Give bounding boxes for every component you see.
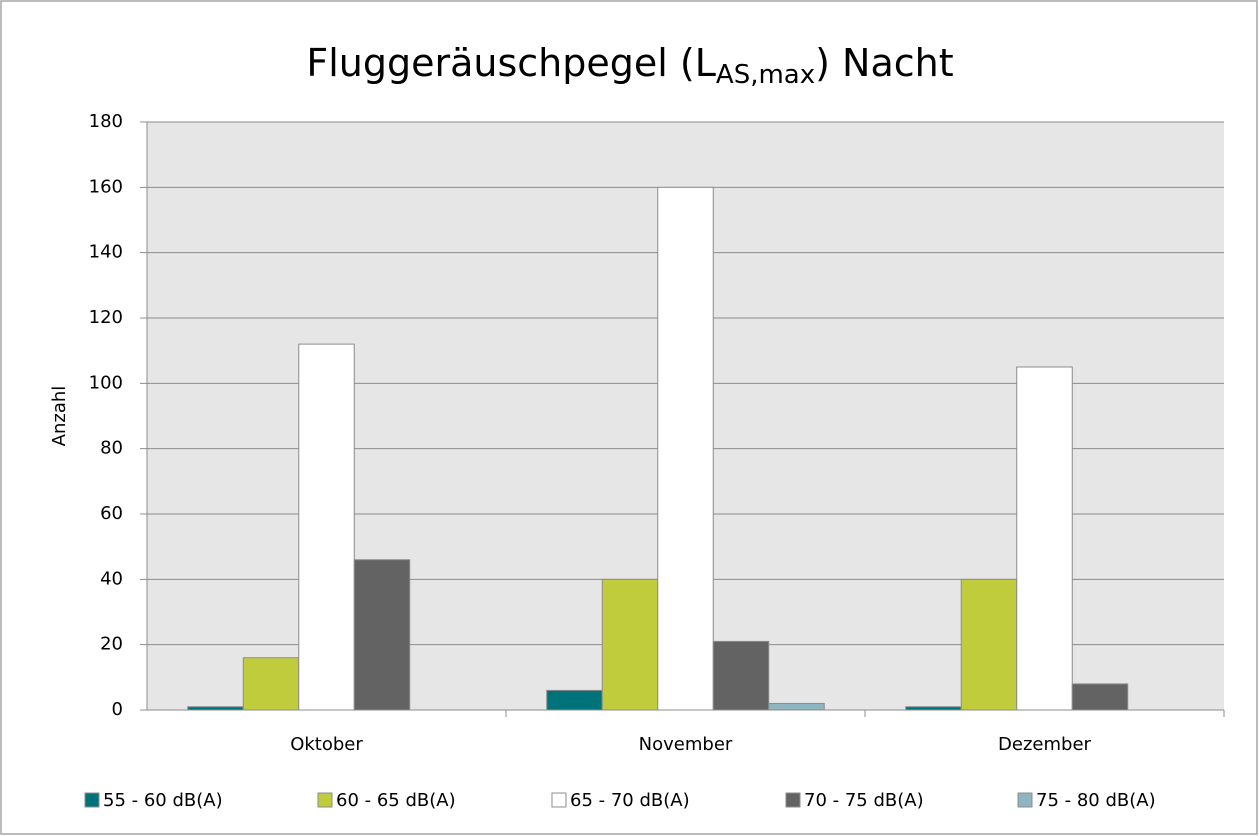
title-main: Fluggeräuschpegel (L <box>306 41 716 85</box>
legend-swatch <box>84 792 100 808</box>
bar <box>1016 366 1073 711</box>
bar <box>601 578 659 711</box>
y-tick-label: 80 <box>100 438 123 459</box>
bar <box>1071 683 1129 711</box>
bar <box>353 559 411 711</box>
y-tick-label: 120 <box>89 307 123 328</box>
y-axis-label: Anzahl <box>49 386 70 447</box>
bar <box>546 689 603 711</box>
y-tick-label: 160 <box>89 176 123 197</box>
legend-label: 60 - 65 dB(A) <box>336 790 456 811</box>
legend-swatch <box>1017 792 1033 808</box>
title-suffix: ) Nacht <box>815 41 954 85</box>
y-tick-label: 0 <box>112 699 123 720</box>
legend-swatch <box>785 792 801 808</box>
y-tick-label: 20 <box>100 634 123 655</box>
y-tick-label: 100 <box>89 372 123 393</box>
bar <box>712 640 770 711</box>
y-tick-label: 180 <box>89 111 123 132</box>
legend-label: 75 - 80 dB(A) <box>1036 790 1156 811</box>
title-subscript: AS,max <box>716 60 815 90</box>
y-tick-label: 60 <box>100 503 123 524</box>
bar <box>242 657 300 711</box>
bar <box>298 343 355 711</box>
legend-swatch <box>317 792 333 808</box>
legend-label: 70 - 75 dB(A) <box>804 790 924 811</box>
legend-label: 65 - 70 dB(A) <box>570 790 690 811</box>
legend-swatch <box>551 792 567 808</box>
x-tick-label: Oktober <box>290 734 363 755</box>
bar <box>960 578 1018 711</box>
legend-label: 55 - 60 dB(A) <box>103 790 223 811</box>
chart-title: Fluggeräuschpegel (LAS,max) Nacht <box>306 41 953 90</box>
y-tick-label: 40 <box>100 568 123 589</box>
x-tick-label: Dezember <box>998 734 1091 755</box>
y-tick-label: 140 <box>89 242 123 263</box>
x-tick-label: November <box>639 734 733 755</box>
bar <box>657 186 714 711</box>
bar <box>768 702 825 711</box>
